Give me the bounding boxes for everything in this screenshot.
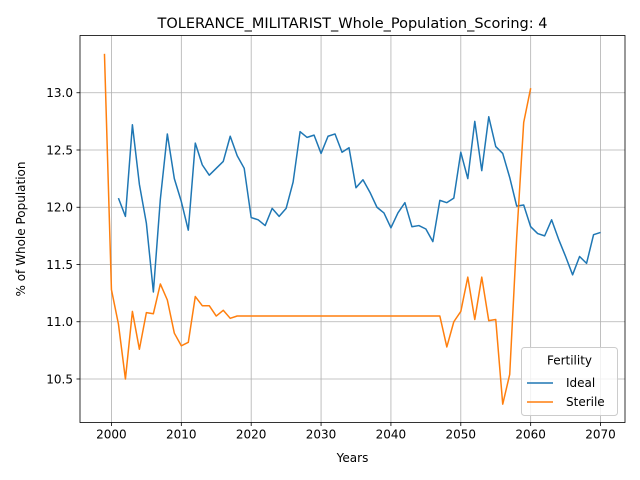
legend-label-ideal: Ideal [566,376,595,390]
y-tick-label: 12.5 [46,143,73,157]
x-tick-label: 2070 [585,428,616,442]
y-tick-label: 12.0 [46,201,73,215]
y-tick-label: 13.0 [46,86,73,100]
x-tick-label: 2050 [446,428,477,442]
y-tick-label: 11.5 [46,258,73,272]
x-tick-label: 2030 [306,428,337,442]
legend-label-sterile: Sterile [566,395,605,409]
x-tick-label: 2000 [96,428,127,442]
x-tick-label: 2040 [376,428,407,442]
legend-title: Fertility [547,354,592,368]
y-tick-label: 11.0 [46,315,73,329]
x-tick-label: 2020 [236,428,267,442]
x-tick-label: 2060 [515,428,546,442]
chart-title: TOLERANCE_MILITARIST_Whole_Population_Sc… [157,16,548,32]
y-axis-label: % of Whole Population [14,162,28,297]
legend: Fertility Ideal Sterile [522,348,618,416]
x-tick-label: 2010 [166,428,197,442]
x-axis-label: Years [336,451,369,465]
y-tick-label: 10.5 [46,372,73,386]
